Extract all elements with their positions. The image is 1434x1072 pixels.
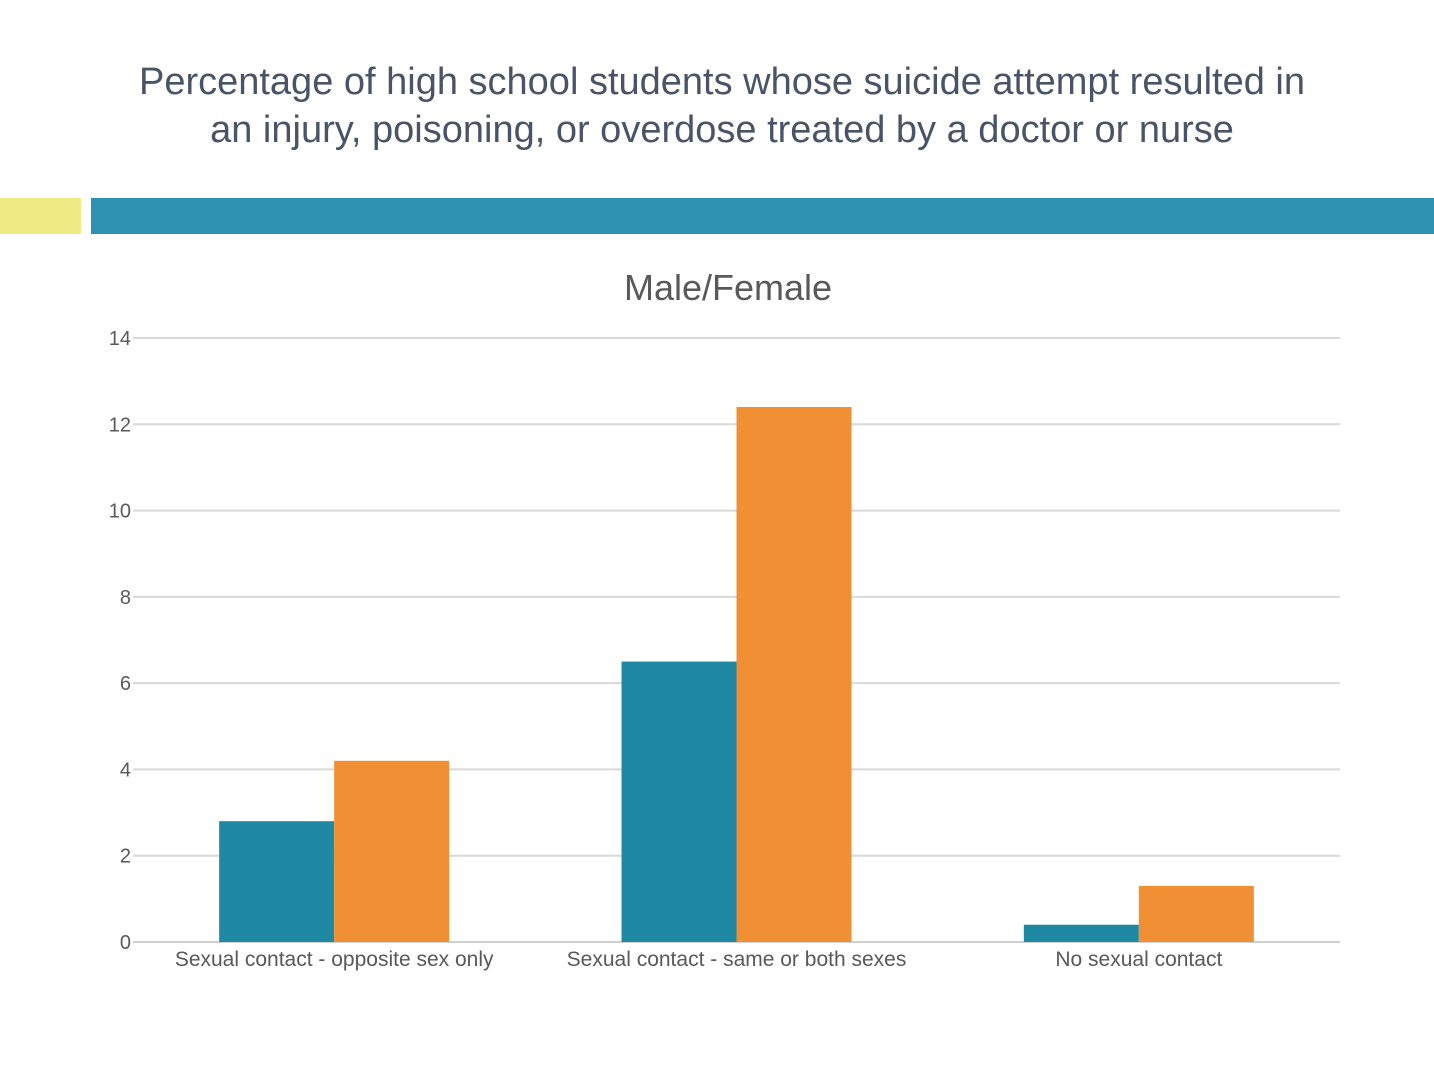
slide-title-line-1: Percentage of high school students whose… xyxy=(138,61,1306,103)
slide-title-line-2: an injury, poisoning, or overdose treate… xyxy=(210,109,1234,151)
bar-male-1 xyxy=(219,821,335,942)
x-category-label: Sexual contact - opposite sex only xyxy=(175,948,494,971)
chart-title: Male/Female xyxy=(624,267,832,308)
x-category-label: Sexual contact - same or both sexes xyxy=(567,948,907,971)
bar-male-3 xyxy=(1023,924,1139,942)
accent-bar-teal xyxy=(91,198,1434,234)
bars xyxy=(219,407,1254,942)
y-tick-label: 14 xyxy=(109,328,131,350)
y-tick-label: 10 xyxy=(109,501,131,523)
slide-title: Percentage of high school students whose… xyxy=(60,58,1384,154)
axis-labels: 0 2 4 6 8 10 12 14 Sexual contact - opposite sex… xyxy=(109,328,1223,971)
bar-female-3 xyxy=(1138,885,1254,942)
y-tick-label: 4 xyxy=(120,759,131,781)
y-tick-label: 0 xyxy=(120,932,131,954)
bar-male-2 xyxy=(621,661,737,942)
bar-female-1 xyxy=(334,760,450,942)
x-category-label: No sexual contact xyxy=(1055,948,1222,971)
y-tick-label: 6 xyxy=(120,673,131,695)
y-tick-label: 2 xyxy=(120,846,131,868)
y-tick-label: 12 xyxy=(109,414,131,436)
bar-female-2 xyxy=(736,407,852,942)
y-tick-label: 8 xyxy=(120,587,131,609)
bar-chart: Male/Female 0 2 4 6 8 10 12 14 Sexual contact - … xyxy=(109,267,1340,971)
accent-bar-yellow xyxy=(0,198,81,234)
